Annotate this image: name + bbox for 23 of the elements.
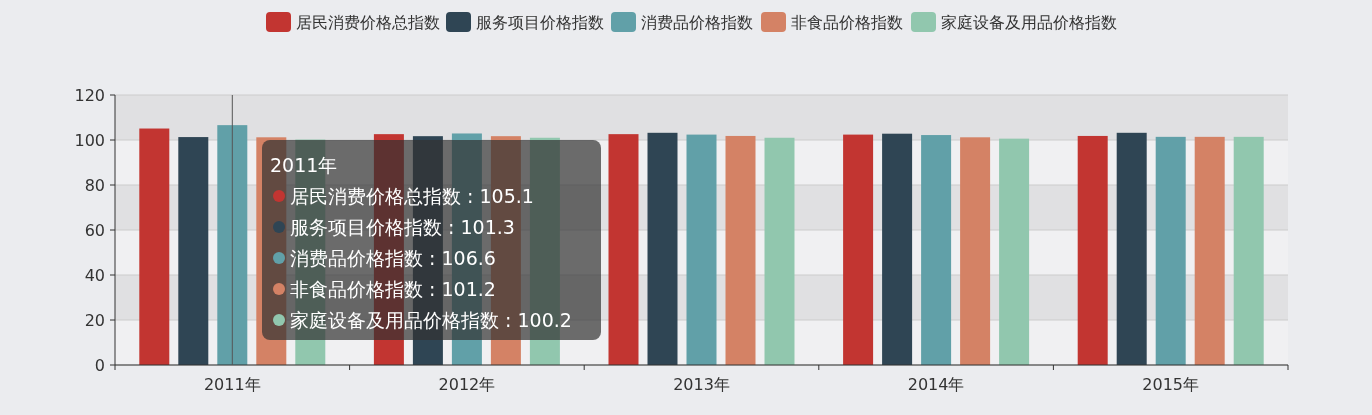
x-tick-label: 2014年 — [907, 375, 965, 394]
x-tick-label: 2012年 — [438, 375, 496, 394]
annotation: 2011年 — [270, 153, 338, 176]
y-tick-label: 40 — [84, 265, 105, 285]
legend-label: 非食品价格指数 — [791, 12, 903, 32]
x-tick-label: 2015年 — [1142, 375, 1200, 394]
y-tick-label: 80 — [84, 175, 105, 195]
y-tick-label: 60 — [84, 220, 105, 240]
annotation: 消费品价格指数 : 106.6 — [290, 246, 496, 269]
annotation: 服务项目价格指数 : 101.3 — [290, 215, 515, 238]
annotation: 非食品价格指数 : 101.2 — [290, 277, 496, 300]
annotation: 居民消费价格总指数 : 105.1 — [290, 184, 534, 207]
y-tick-label: 0 — [94, 355, 105, 375]
x-tick-label: 2011年 — [203, 375, 261, 394]
y-tick-label: 100 — [74, 130, 105, 150]
legend-label: 家庭设备及用品价格指数 — [941, 12, 1117, 32]
legend-label: 居民消费价格总指数 — [296, 12, 440, 32]
x-tick-label: 2013年 — [673, 375, 730, 394]
legend-label: 消费品价格指数 — [641, 12, 753, 32]
annotation: 家庭设备及用品价格指数 : 100.2 — [290, 308, 572, 331]
legend-label: 服务项目价格指数 — [476, 12, 604, 32]
y-tick-label: 120 — [74, 85, 105, 105]
y-tick-label: 20 — [84, 310, 105, 330]
